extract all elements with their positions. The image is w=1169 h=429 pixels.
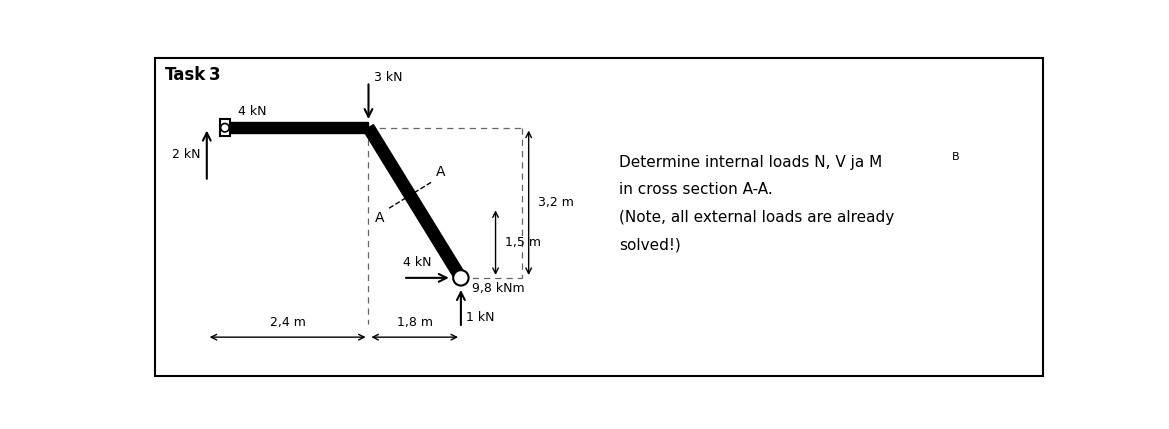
Text: 3: 3: [209, 66, 221, 84]
Text: 2 kN: 2 kN: [172, 148, 201, 161]
Text: Determine internal loads N, V ja M: Determine internal loads N, V ja M: [618, 155, 881, 169]
Text: 3,2 m: 3,2 m: [538, 196, 574, 209]
Circle shape: [454, 270, 469, 286]
Text: A: A: [375, 211, 385, 225]
Text: B: B: [952, 151, 959, 162]
Text: 2,4 m: 2,4 m: [270, 316, 305, 329]
Text: A: A: [436, 165, 445, 179]
Text: 4 kN: 4 kN: [403, 256, 431, 269]
Text: 9,8 kNm: 9,8 kNm: [472, 282, 525, 295]
Text: in cross section A-A.: in cross section A-A.: [618, 182, 773, 197]
Polygon shape: [364, 125, 465, 281]
Text: 1,8 m: 1,8 m: [396, 316, 433, 329]
Text: Task: Task: [165, 66, 206, 84]
Text: 4 kN: 4 kN: [237, 105, 267, 118]
Text: 1 kN: 1 kN: [465, 311, 494, 324]
Text: 3 kN: 3 kN: [374, 71, 402, 84]
Text: solved!): solved!): [618, 238, 680, 253]
Text: 1,5 m: 1,5 m: [505, 236, 541, 249]
Text: (Note, all external loads are already: (Note, all external loads are already: [618, 210, 894, 225]
Circle shape: [221, 124, 229, 132]
Bar: [220, 119, 230, 136]
Polygon shape: [230, 122, 368, 133]
FancyBboxPatch shape: [155, 57, 1043, 376]
